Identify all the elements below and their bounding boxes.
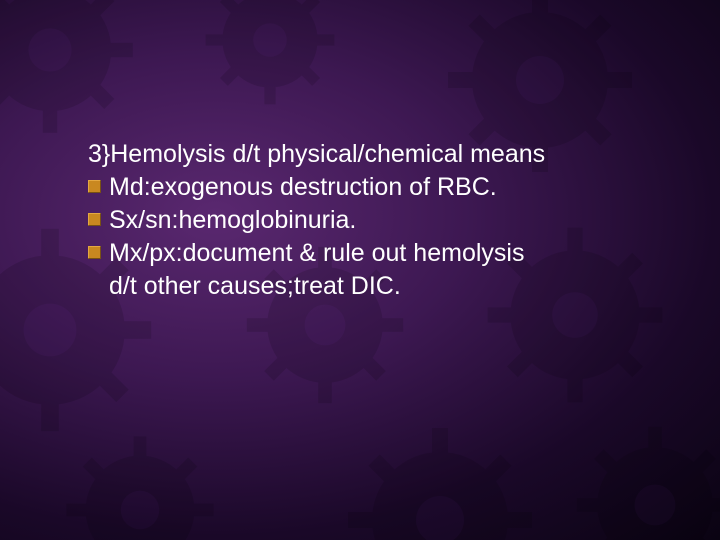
gear-icon: [570, 420, 720, 540]
gear-icon: [340, 420, 540, 540]
slide: 3}Hemolysis d/t physical/chemical means …: [0, 0, 720, 540]
bullet-item: Md:exogenous destruction of RBC.: [88, 171, 650, 204]
square-bullet-icon: [88, 180, 101, 193]
bullet-text: Sx/sn:hemoglobinuria.: [109, 204, 650, 237]
bullet-continuation: d/t other causes;treat DIC.: [88, 270, 650, 303]
square-bullet-icon: [88, 246, 101, 259]
gear-icon: [60, 430, 220, 540]
gear-icon: [0, 0, 140, 140]
slide-heading: 3}Hemolysis d/t physical/chemical means: [88, 138, 650, 171]
bullet-item: Mx/px:document & rule out hemolysis: [88, 237, 650, 270]
bullet-text: Mx/px:document & rule out hemolysis: [109, 237, 650, 270]
slide-content: 3}Hemolysis d/t physical/chemical means …: [88, 138, 650, 303]
gear-icon: [200, 0, 340, 110]
bullet-text: Md:exogenous destruction of RBC.: [109, 171, 650, 204]
square-bullet-icon: [88, 213, 101, 226]
bullet-item: Sx/sn:hemoglobinuria.: [88, 204, 650, 237]
